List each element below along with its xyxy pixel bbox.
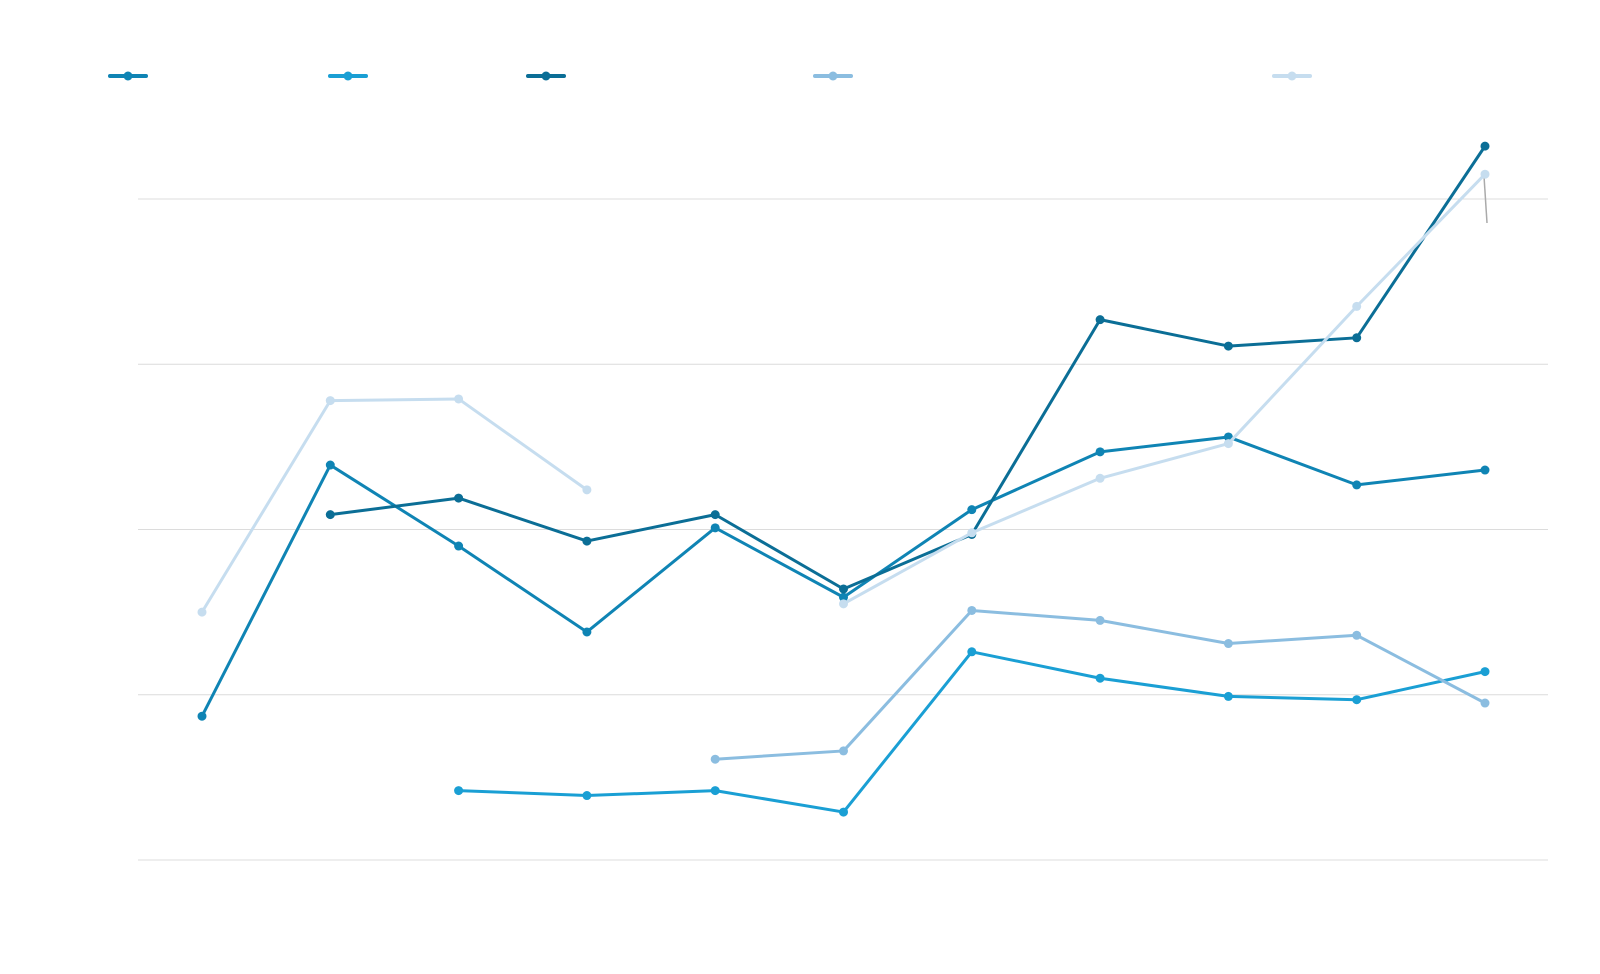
- series-line: [197, 169, 1490, 617]
- data-point[interactable]: [1223, 439, 1233, 449]
- data-point[interactable]: [1223, 691, 1233, 701]
- data-point[interactable]: [710, 786, 720, 796]
- legend-swatch-marker: [123, 71, 133, 81]
- data-point[interactable]: [710, 523, 720, 533]
- data-point[interactable]: [967, 647, 977, 657]
- data-point[interactable]: [1480, 667, 1490, 677]
- data-point[interactable]: [582, 627, 592, 637]
- data-point[interactable]: [1480, 169, 1490, 179]
- data-point[interactable]: [454, 786, 464, 796]
- data-point[interactable]: [325, 460, 335, 470]
- data-point[interactable]: [325, 396, 335, 406]
- series-path: [458, 650, 1486, 814]
- series-path: [330, 145, 1487, 591]
- series-line: [710, 605, 1490, 764]
- legend-item[interactable]: [526, 71, 566, 81]
- series-line: [197, 432, 1490, 721]
- data-point[interactable]: [1223, 341, 1233, 351]
- series-path: [200, 397, 588, 613]
- series-path: [200, 435, 1486, 717]
- data-point[interactable]: [1352, 333, 1362, 343]
- data-point[interactable]: [839, 599, 848, 609]
- data-point[interactable]: [454, 394, 464, 404]
- data-point[interactable]: [710, 510, 720, 520]
- series-path: [842, 173, 1487, 606]
- data-point[interactable]: [839, 807, 848, 817]
- data-point[interactable]: [582, 536, 592, 546]
- data-point[interactable]: [1352, 630, 1362, 640]
- data-point[interactable]: [1223, 639, 1233, 649]
- data-point[interactable]: [1480, 465, 1490, 475]
- data-point[interactable]: [967, 505, 977, 515]
- series-group: [197, 141, 1490, 817]
- annotation-leader-line: [1483, 175, 1488, 224]
- data-point[interactable]: [1352, 301, 1362, 311]
- data-point[interactable]: [1095, 473, 1105, 483]
- data-point[interactable]: [710, 754, 720, 764]
- series-line: [454, 647, 1490, 817]
- data-point[interactable]: [582, 791, 592, 801]
- gridlines: [138, 198, 1548, 861]
- data-point[interactable]: [1480, 141, 1490, 151]
- data-point[interactable]: [967, 605, 977, 615]
- legend-swatch-marker: [541, 71, 551, 81]
- legend-swatch-marker: [1287, 71, 1297, 81]
- legend-swatch-marker: [343, 71, 353, 81]
- data-point[interactable]: [839, 592, 848, 602]
- data-point[interactable]: [325, 510, 335, 520]
- legend-item[interactable]: [328, 71, 368, 81]
- data-point[interactable]: [1095, 447, 1105, 457]
- data-point[interactable]: [967, 528, 977, 538]
- data-point[interactable]: [454, 493, 464, 503]
- series-line: [325, 141, 1490, 594]
- legend-swatch-marker: [828, 71, 838, 81]
- legend-item[interactable]: [813, 71, 853, 81]
- data-point[interactable]: [839, 746, 848, 756]
- data-point[interactable]: [582, 485, 592, 495]
- series-path: [715, 608, 1486, 761]
- data-point[interactable]: [1095, 615, 1105, 625]
- legend-item[interactable]: [108, 71, 148, 81]
- data-point[interactable]: [454, 541, 464, 551]
- legend-item[interactable]: [1272, 71, 1312, 81]
- data-point[interactable]: [1095, 315, 1105, 325]
- data-point[interactable]: [197, 711, 207, 721]
- data-point[interactable]: [1095, 673, 1105, 683]
- data-point[interactable]: [1352, 695, 1362, 705]
- data-point[interactable]: [1480, 698, 1490, 708]
- data-point[interactable]: [197, 607, 207, 617]
- legend: [108, 71, 1312, 81]
- data-point[interactable]: [1352, 480, 1362, 490]
- data-point[interactable]: [839, 584, 848, 594]
